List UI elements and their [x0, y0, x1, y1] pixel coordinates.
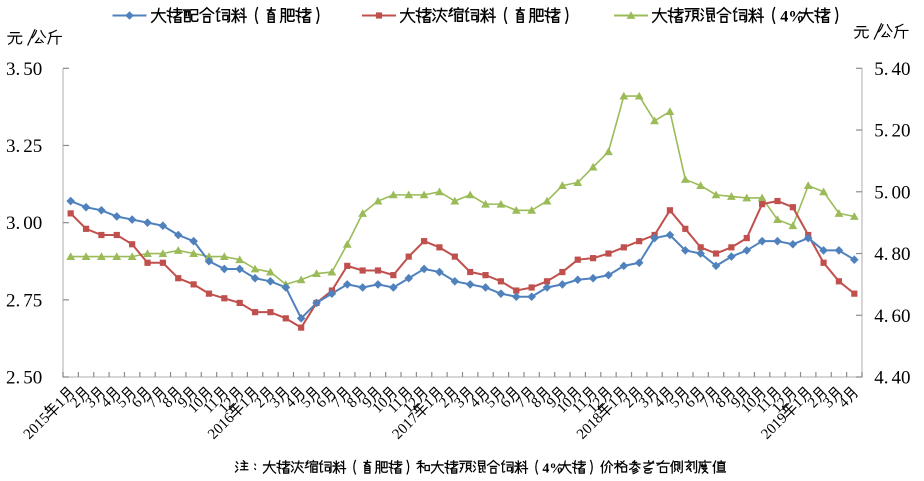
svg-text:4.40: 4. 40 [874, 368, 910, 389]
svg-text:3.50: 3. 50 [6, 59, 42, 80]
svg-text:5.20: 5. 20 [874, 121, 910, 142]
svg-text:2.50: 2. 50 [6, 368, 42, 389]
svg-text:4.80: 4. 80 [874, 244, 910, 265]
svg-text:3.00: 3. 00 [6, 213, 42, 234]
svg-text:2.75: 2. 75 [6, 290, 42, 311]
svg-text:4%: 4% [780, 9, 804, 26]
svg-text:3.25: 3. 25 [6, 136, 42, 157]
svg-text:5.00: 5. 00 [874, 182, 910, 203]
svg-text:4%: 4% [542, 462, 563, 477]
svg-text:5.40: 5. 40 [874, 59, 910, 80]
svg-text:4.60: 4. 60 [874, 306, 910, 327]
